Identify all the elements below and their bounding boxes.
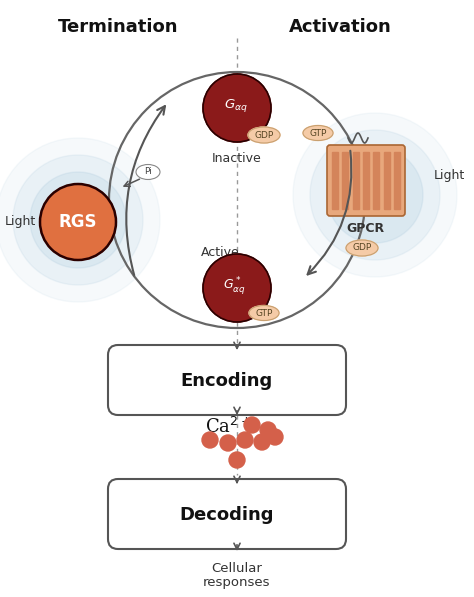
FancyBboxPatch shape <box>108 345 346 415</box>
Circle shape <box>40 184 116 260</box>
Circle shape <box>237 432 253 448</box>
Bar <box>363 152 369 209</box>
Circle shape <box>13 155 143 285</box>
Text: Cellular: Cellular <box>211 562 263 575</box>
Bar <box>332 152 338 209</box>
Ellipse shape <box>346 240 378 256</box>
Circle shape <box>30 172 126 268</box>
Text: $G^*_{\alpha q}$: $G^*_{\alpha q}$ <box>223 275 246 297</box>
Text: Light: Light <box>5 216 36 229</box>
Bar <box>394 152 400 209</box>
Text: Termination: Termination <box>58 18 178 36</box>
Circle shape <box>293 113 457 277</box>
Text: Decoding: Decoding <box>180 506 274 524</box>
Ellipse shape <box>248 127 280 143</box>
Text: $G_{\alpha q}$: $G_{\alpha q}$ <box>224 97 248 115</box>
Circle shape <box>310 130 440 260</box>
Ellipse shape <box>303 125 333 140</box>
Text: Ca$^{2+}$: Ca$^{2+}$ <box>205 417 251 437</box>
Bar <box>374 152 379 209</box>
Text: Inactive: Inactive <box>212 152 262 165</box>
Text: GTP: GTP <box>310 128 327 137</box>
FancyBboxPatch shape <box>327 145 405 216</box>
Bar <box>353 152 359 209</box>
Bar <box>383 152 390 209</box>
Circle shape <box>220 435 236 451</box>
Text: RGS: RGS <box>59 213 97 231</box>
Circle shape <box>0 138 160 302</box>
Text: GDP: GDP <box>352 244 372 253</box>
Circle shape <box>260 422 276 438</box>
Circle shape <box>203 254 271 322</box>
Circle shape <box>244 417 260 433</box>
Text: Light: Light <box>434 168 465 181</box>
Text: responses: responses <box>203 576 271 589</box>
Circle shape <box>267 429 283 445</box>
Text: Activation: Activation <box>289 18 392 36</box>
Text: GDP: GDP <box>255 131 273 140</box>
Ellipse shape <box>136 165 160 180</box>
FancyBboxPatch shape <box>108 479 346 549</box>
Text: Encoding: Encoding <box>181 372 273 390</box>
Text: Pi: Pi <box>144 168 152 177</box>
Text: Active: Active <box>201 247 239 260</box>
Ellipse shape <box>249 306 279 321</box>
Circle shape <box>229 452 245 468</box>
Text: GPCR: GPCR <box>346 222 384 235</box>
Circle shape <box>254 434 270 450</box>
Circle shape <box>202 432 218 448</box>
Circle shape <box>203 74 271 142</box>
Circle shape <box>327 147 423 243</box>
Bar <box>342 152 348 209</box>
Text: GTP: GTP <box>255 309 273 318</box>
